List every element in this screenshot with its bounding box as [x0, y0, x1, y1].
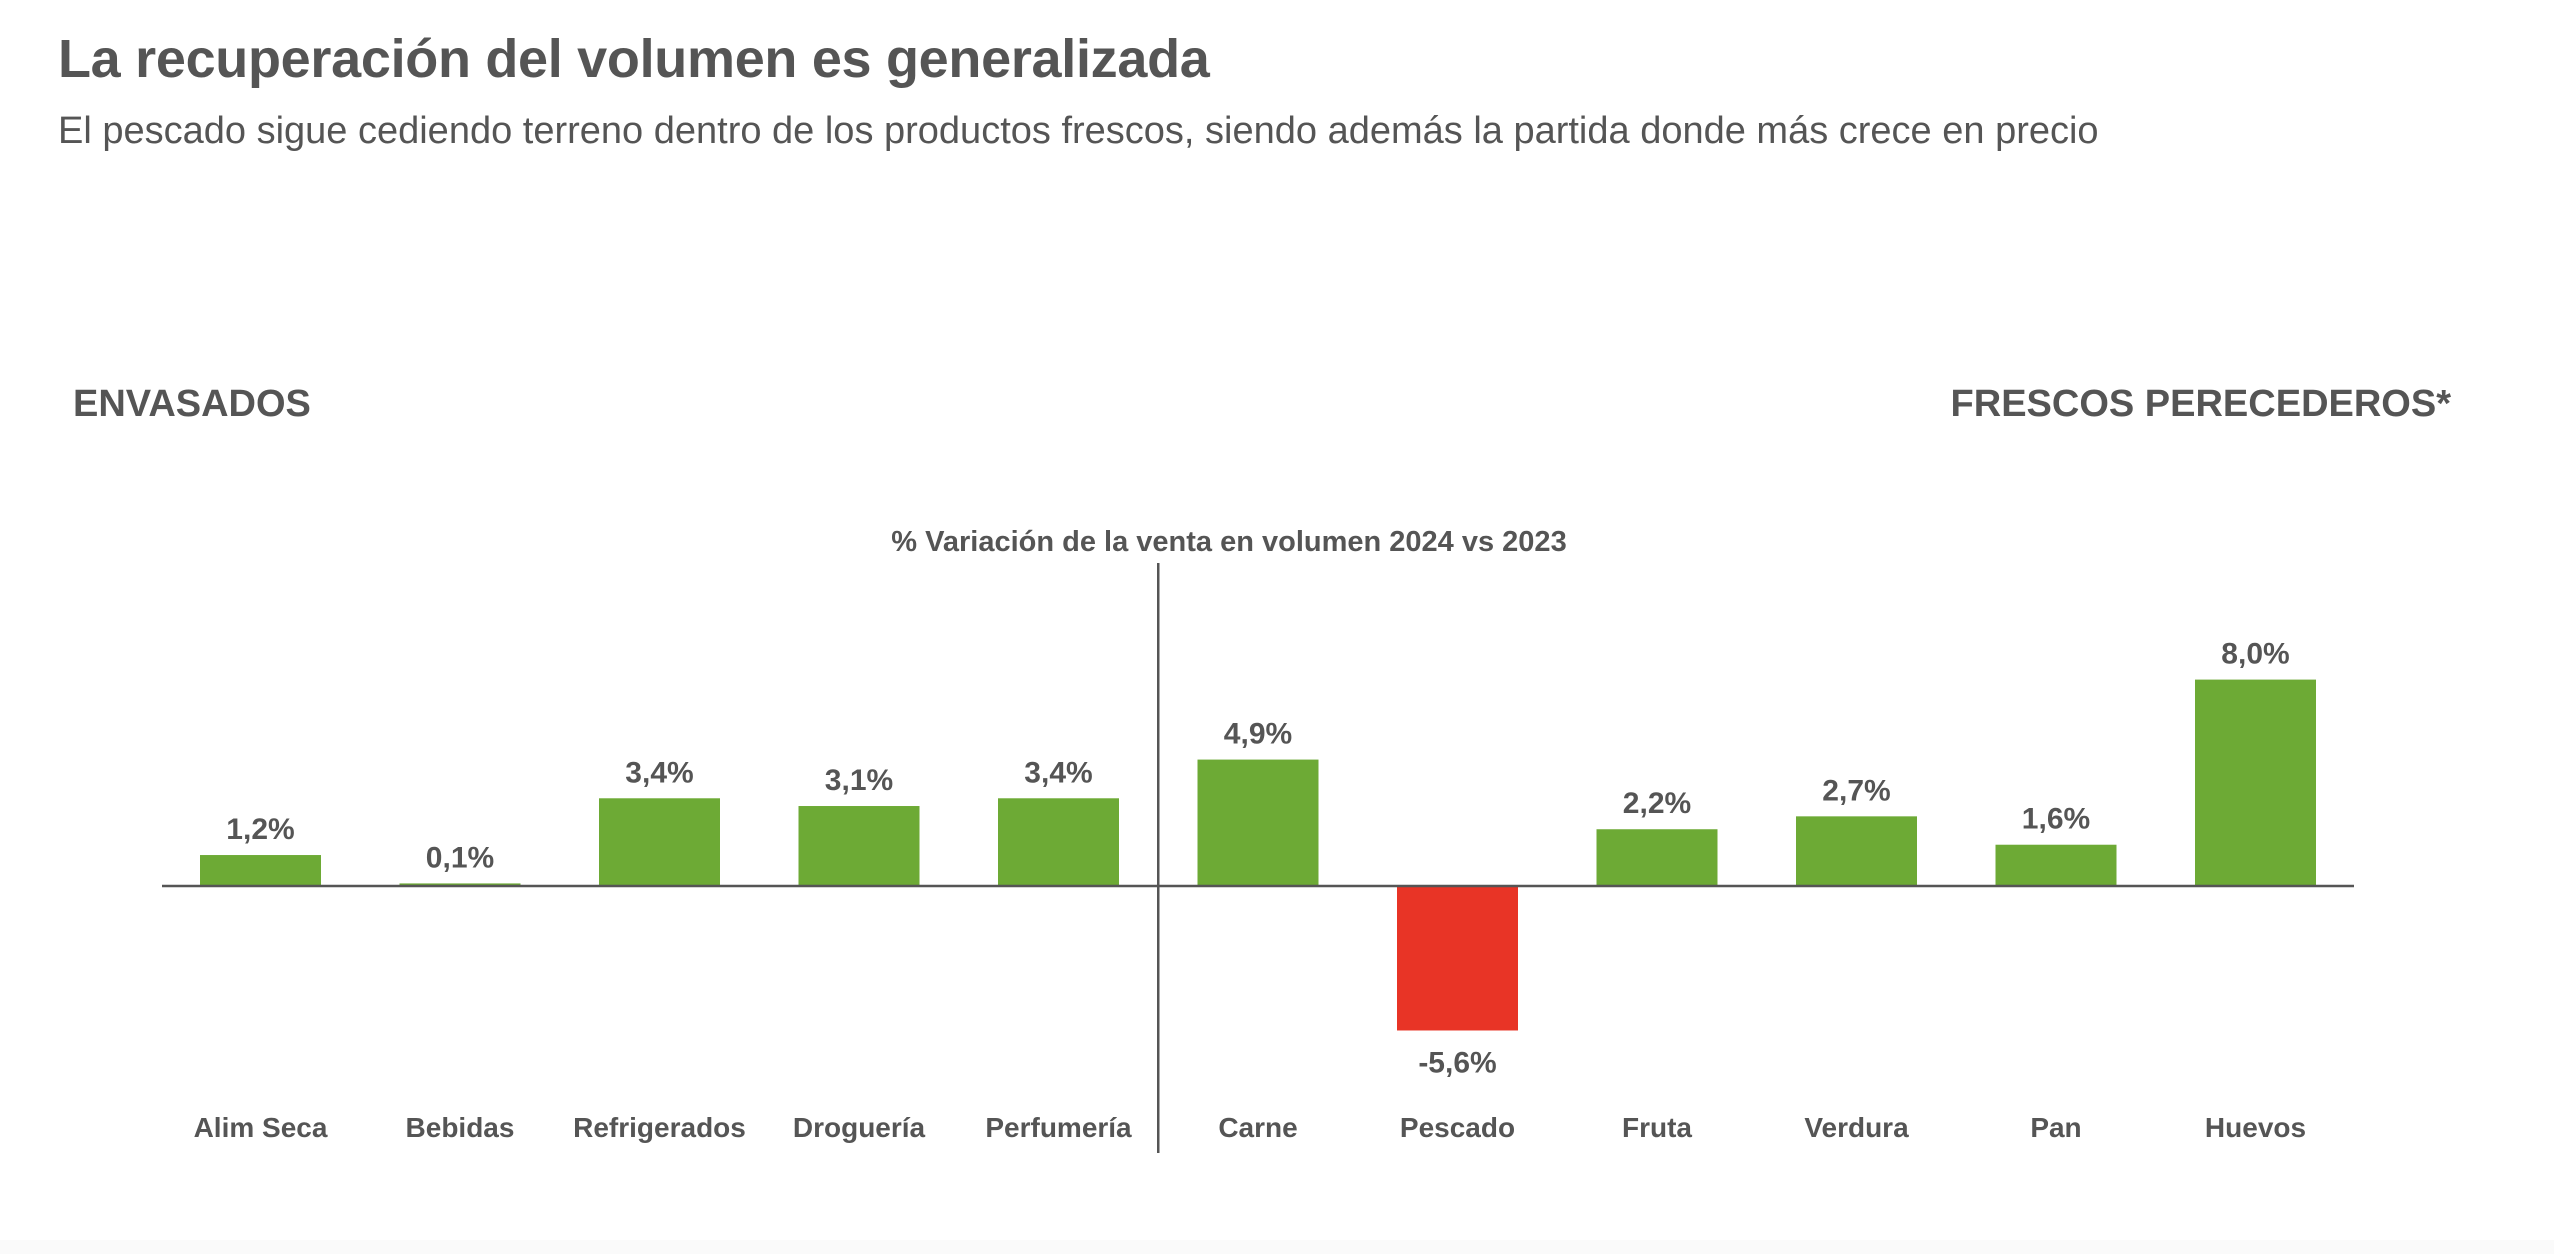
category-label-perfumeria: Perfumería — [985, 1112, 1132, 1143]
category-label-verdura: Verdura — [1804, 1112, 1909, 1143]
bar-verdura — [1796, 816, 1917, 886]
category-label-fruta: Fruta — [1622, 1112, 1692, 1143]
footer-strip — [0, 1240, 2554, 1254]
category-label-drogueria: Droguería — [793, 1112, 926, 1143]
value-labels-group: 1,2% 0,1% 3,4% 3,1% 3,4% 4,9% -5,6% 2,2% 2,7% 1,6… — [226, 638, 2289, 1080]
value-label-carne: 4,9% — [1224, 718, 1292, 751]
category-label-pan: Pan — [2030, 1112, 2081, 1143]
category-label-huevos: Huevos — [2205, 1112, 2306, 1143]
value-label-perfumeria: 3,4% — [1024, 756, 1092, 789]
value-label-verdura: 2,7% — [1822, 774, 1890, 807]
value-label-bebidas: 0,1% — [426, 841, 494, 874]
page-subtitle: El pescado sigue cediendo terreno dentro… — [58, 110, 2099, 152]
bar-huevos — [2195, 679, 2316, 886]
category-label-refrigerados: Refrigerados — [573, 1112, 746, 1143]
bar-pan — [1995, 844, 2117, 886]
category-label-alim-seca: Alim Seca — [194, 1112, 328, 1143]
bar-perfumeria — [998, 798, 1119, 886]
value-label-huevos: 8,0% — [2221, 638, 2289, 671]
section-label-envasados: ENVASADOS — [73, 383, 311, 425]
value-label-pescado: -5,6% — [1418, 1046, 1496, 1079]
section-label-frescos: FRESCOS PERECEDEROS* — [1950, 383, 2451, 425]
page-title: La recuperación del volumen es generaliz… — [58, 29, 1210, 89]
bar-refrigerados — [599, 798, 720, 886]
category-labels-group: Alim Seca Bebidas Refrigerados Droguería Per… — [194, 1112, 2307, 1143]
bar-bebidas — [399, 883, 521, 886]
category-label-bebidas: Bebidas — [406, 1112, 515, 1143]
category-label-carne: Carne — [1218, 1112, 1297, 1143]
value-label-pan: 1,6% — [2022, 803, 2090, 836]
bar-fruta — [1596, 829, 1718, 886]
category-label-pescado: Pescado — [1400, 1112, 1515, 1143]
value-label-fruta: 2,2% — [1623, 787, 1691, 820]
chart-title: % Variación de la venta en volumen 2024 … — [891, 526, 1566, 558]
value-label-drogueria: 3,1% — [825, 764, 893, 797]
bar-carne — [1197, 759, 1319, 886]
value-label-refrigerados: 3,4% — [625, 756, 693, 789]
bar-drogueria — [798, 806, 920, 886]
bar-pescado — [1397, 886, 1518, 1031]
value-label-alim-seca: 1,2% — [226, 813, 294, 846]
bars-group — [200, 679, 2316, 1031]
bar-alim-seca — [200, 855, 321, 886]
